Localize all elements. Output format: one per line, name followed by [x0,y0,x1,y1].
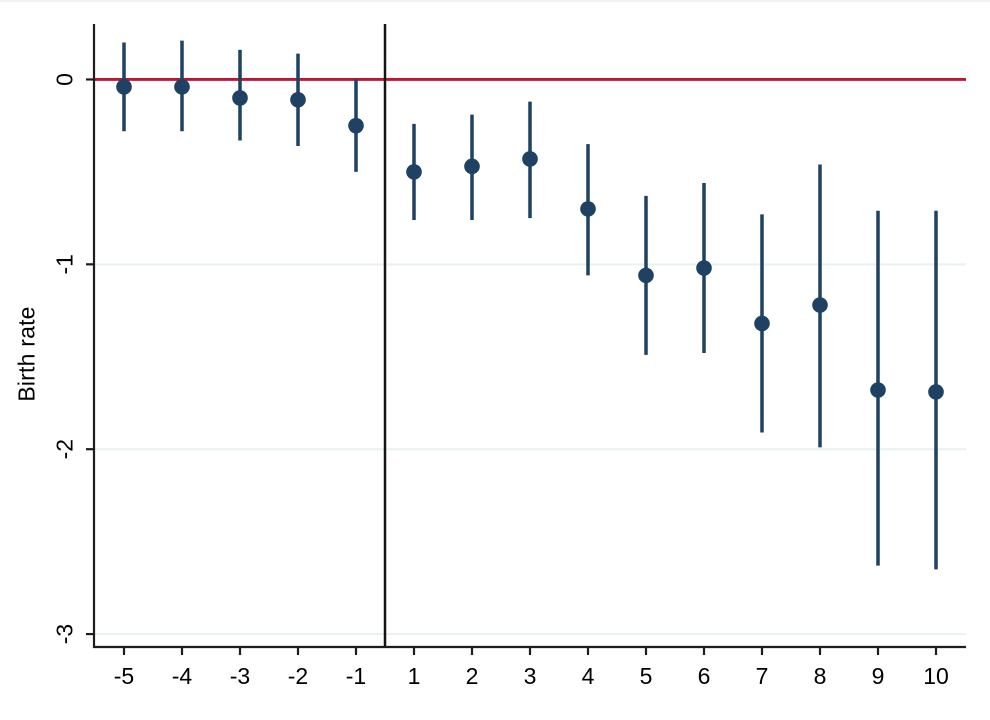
x-tick-label: 4 [582,663,595,689]
y-tick-label: 0 [52,73,78,86]
point-estimate-marker [638,267,654,284]
x-tick-label: -5 [114,663,134,689]
point-estimate-marker [522,151,538,167]
point-estimate-marker [290,91,306,108]
point-estimate-marker [464,158,480,175]
y-tick-label: -3 [52,624,78,644]
x-tick-label: 6 [698,663,711,689]
x-tick-label: 7 [756,663,769,689]
x-tick-label: 8 [814,663,827,689]
y-tick-label: -1 [52,254,78,274]
point-estimate-marker [870,382,886,398]
x-tick-label: 5 [640,663,653,689]
y-axis-title: Birth rate [13,306,40,402]
point-estimate-marker [754,315,770,332]
x-tick-label: 3 [524,663,537,689]
point-estimate-marker [406,164,422,180]
x-tick-label: 2 [466,663,479,689]
point-estimate-marker [116,79,132,95]
x-tick-label: -2 [288,663,308,689]
y-tick-label: -2 [52,439,78,459]
point-estimate-marker [580,201,596,217]
x-tick-label: 9 [872,663,885,689]
point-estimate-marker [696,260,712,276]
x-tick-label: 10 [923,663,949,689]
point-estimate-marker [348,117,364,134]
x-tick-label: 1 [408,663,421,689]
point-estimate-marker [928,384,944,400]
x-tick-label: -3 [230,663,250,689]
point-estimate-marker [232,90,248,106]
x-tick-label: -4 [172,663,193,689]
point-estimate-marker [812,297,828,313]
x-tick-label: -1 [346,663,366,689]
point-estimate-marker [174,79,190,95]
